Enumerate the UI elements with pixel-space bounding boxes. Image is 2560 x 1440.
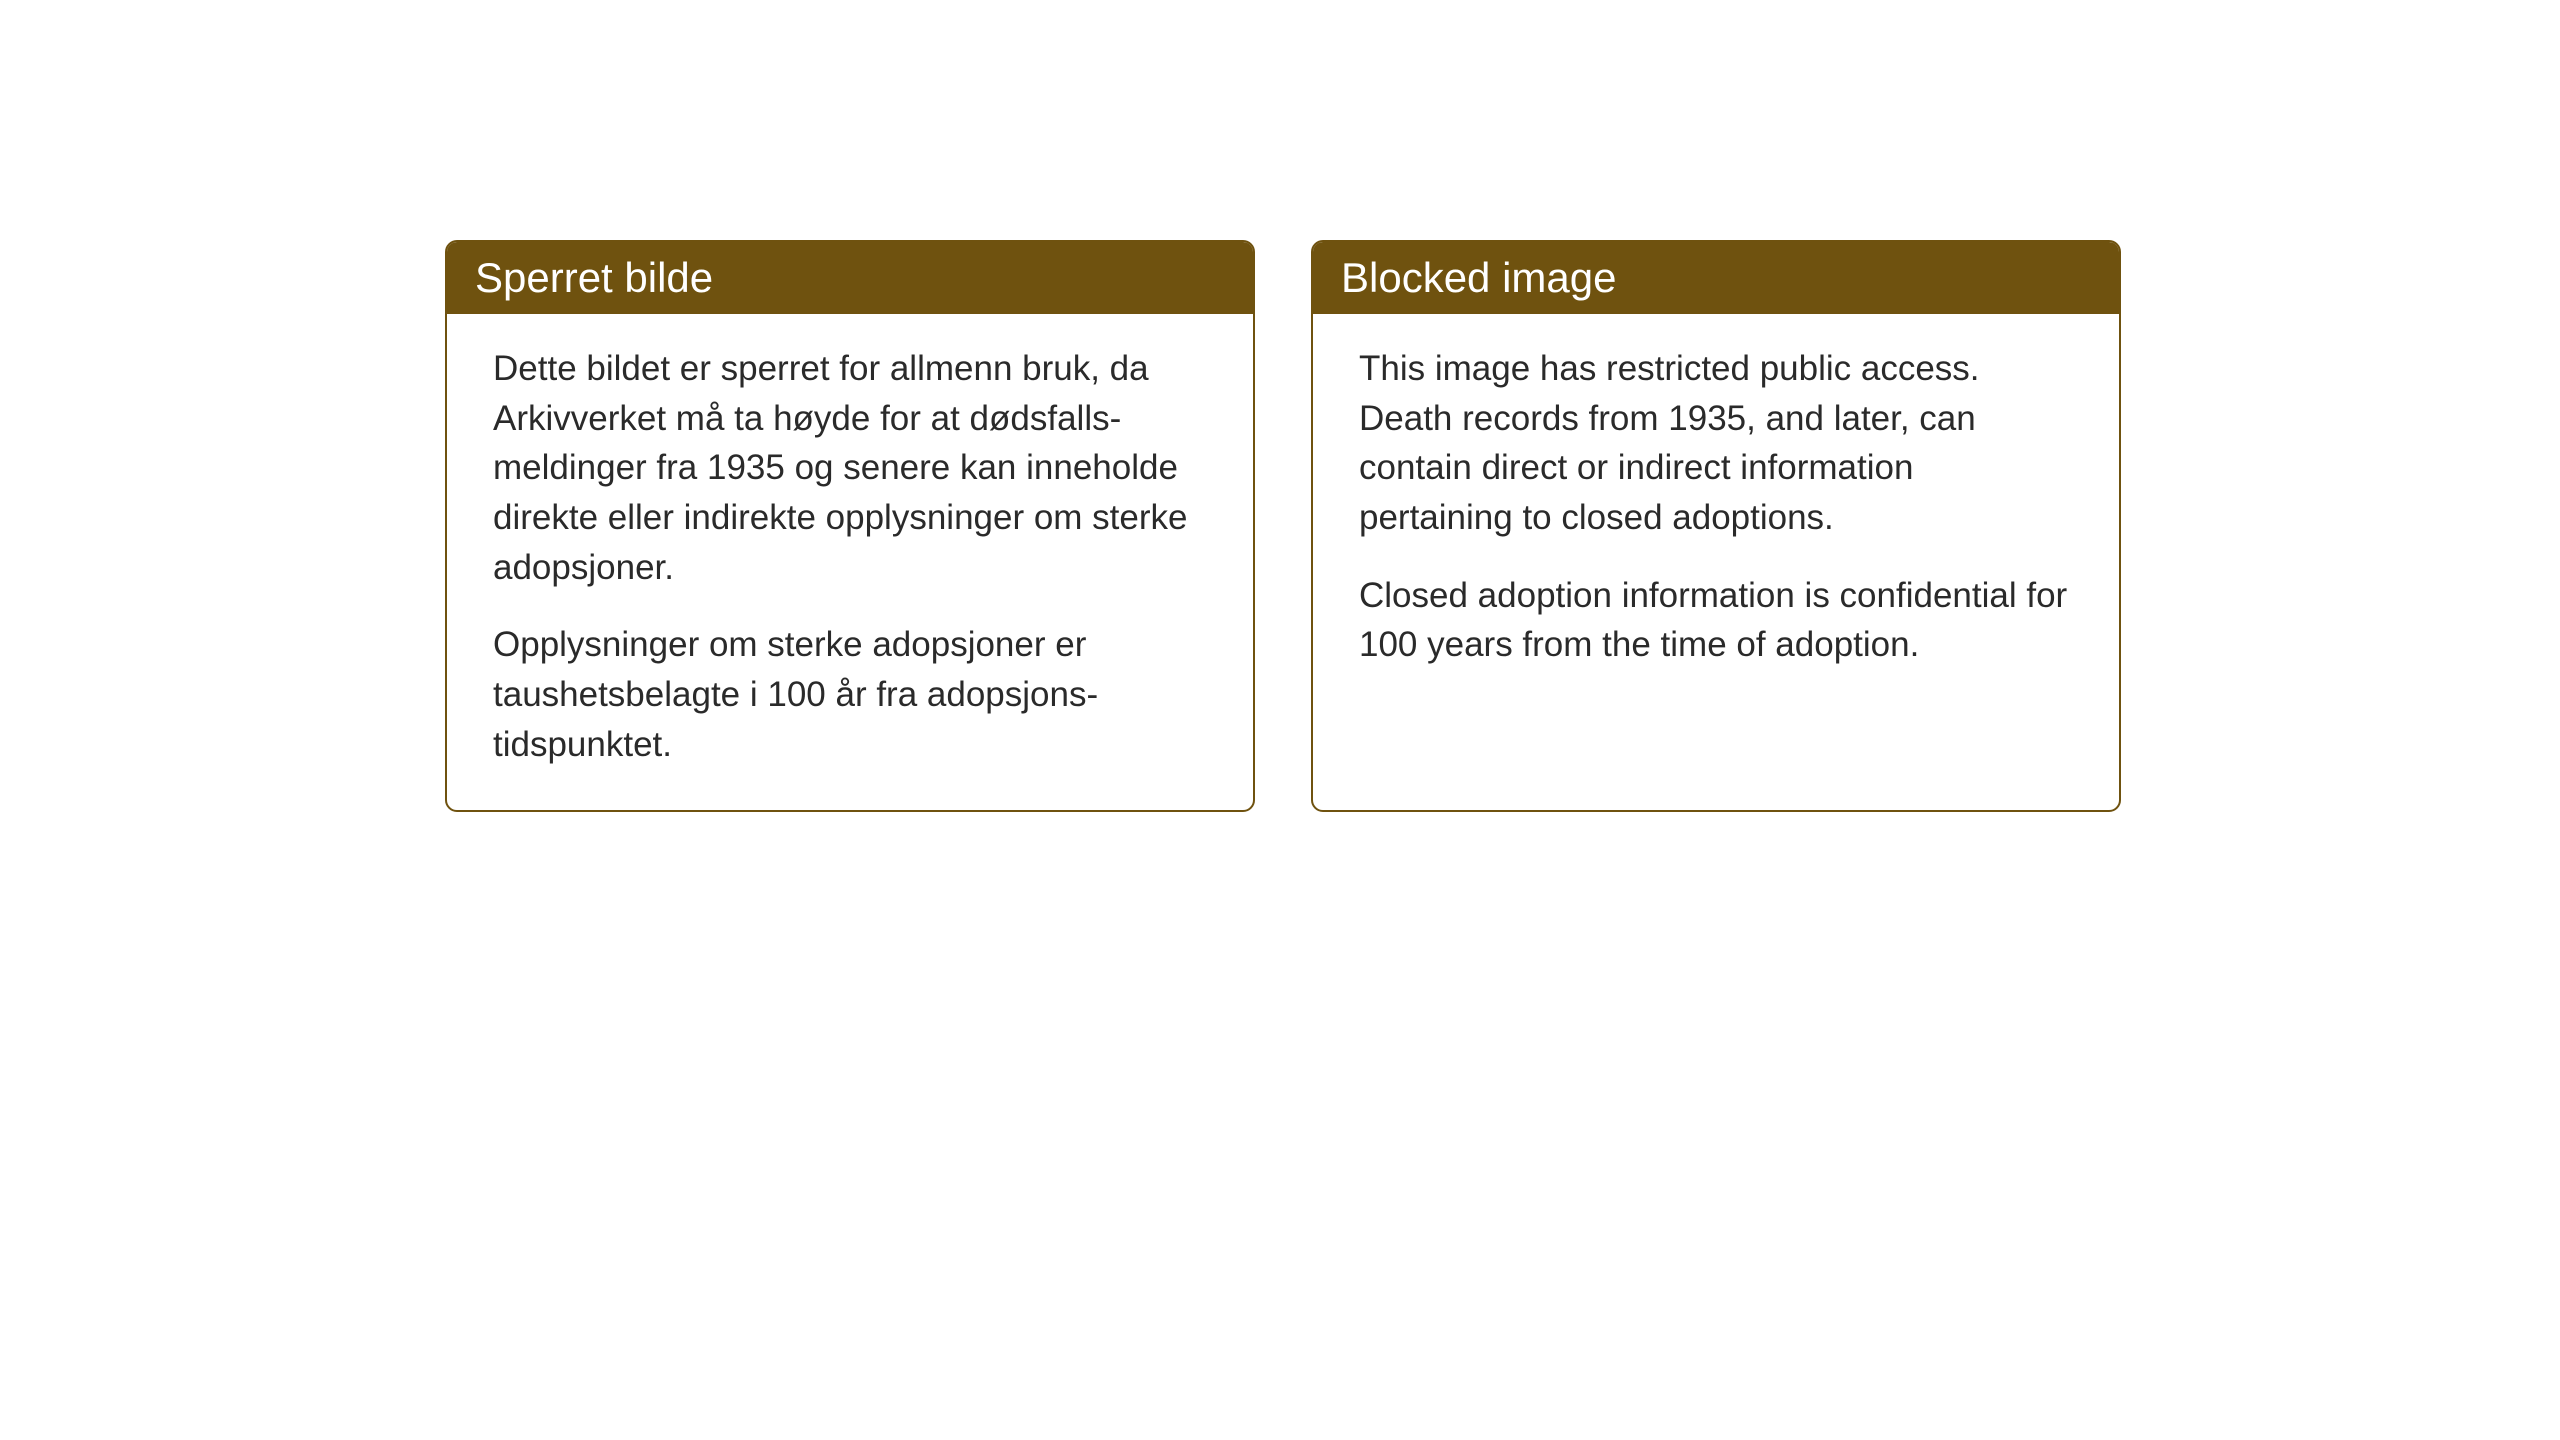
card-paragraph-norwegian-2: Opplysninger om sterke adopsjoner er tau… [493,620,1207,769]
card-norwegian: Sperret bilde Dette bildet er sperret fo… [445,240,1255,812]
card-body-english: This image has restricted public access.… [1313,314,2119,710]
card-paragraph-english-1: This image has restricted public access.… [1359,344,2073,543]
card-title-english: Blocked image [1341,254,1616,301]
card-title-norwegian: Sperret bilde [475,254,713,301]
card-english: Blocked image This image has restricted … [1311,240,2121,812]
card-paragraph-norwegian-1: Dette bildet er sperret for allmenn bruk… [493,344,1207,592]
card-body-norwegian: Dette bildet er sperret for allmenn bruk… [447,314,1253,810]
card-header-norwegian: Sperret bilde [447,242,1253,314]
card-header-english: Blocked image [1313,242,2119,314]
cards-container: Sperret bilde Dette bildet er sperret fo… [445,240,2121,812]
card-paragraph-english-2: Closed adoption information is confident… [1359,571,2073,670]
